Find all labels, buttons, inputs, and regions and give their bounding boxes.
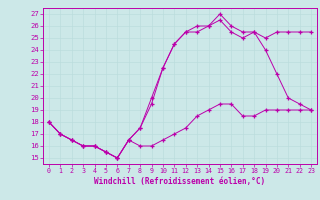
X-axis label: Windchill (Refroidissement éolien,°C): Windchill (Refroidissement éolien,°C) bbox=[94, 177, 266, 186]
